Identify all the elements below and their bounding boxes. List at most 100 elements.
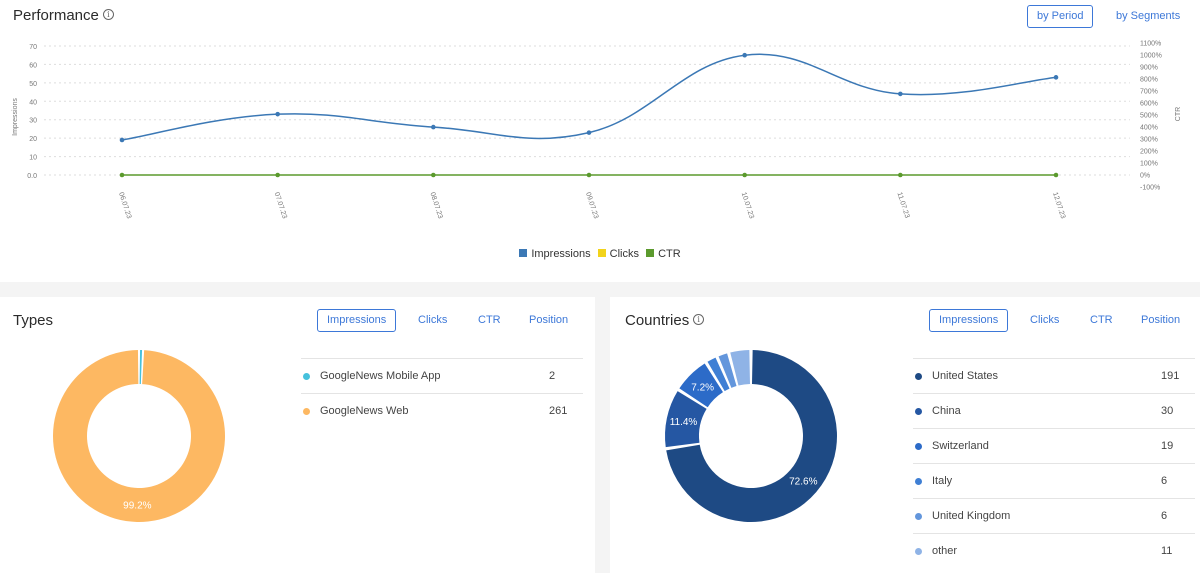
legend-clicks[interactable]: Clicks [597, 248, 640, 260]
legend-dot-icon [915, 373, 922, 380]
performance-title: Performance i [13, 7, 114, 24]
svg-text:60: 60 [29, 62, 37, 69]
item-name: Switzerland [932, 440, 989, 452]
donut-slice[interactable] [666, 350, 837, 522]
by-segments-button[interactable]: by Segments [1106, 5, 1191, 28]
list-item[interactable]: Switzerland 19 [913, 428, 1195, 463]
item-name: Italy [932, 475, 953, 487]
svg-text:11.4%: 11.4% [670, 417, 698, 428]
legend-label: Clicks [609, 248, 640, 260]
legend-dot-icon [303, 408, 310, 415]
donut-slice[interactable] [53, 350, 225, 522]
info-circle-icon[interactable]: i [102, 9, 114, 20]
countries-panel: Countries i Impressions Clicks CTR Positi… [610, 297, 1200, 573]
list-item[interactable]: GoogleNews Mobile App 2 [301, 358, 583, 393]
list-item[interactable]: China 30 [913, 393, 1195, 428]
item-name: GoogleNews Mobile App [320, 370, 441, 382]
types-tab-position[interactable]: Position [519, 309, 579, 332]
svg-text:08.07.23: 08.07.23 [428, 191, 443, 219]
svg-text:CTR: CTR [1175, 107, 1182, 121]
list-item[interactable]: other 11 [913, 533, 1195, 568]
performance-panel: Performance i by Period by Segments 0.0 10… [0, 0, 1200, 282]
item-name: GoogleNews Web [320, 405, 409, 417]
item-name: United Kingdom [932, 510, 1011, 522]
types-tab-ctr[interactable]: CTR [468, 309, 511, 332]
countries-tab-ctr[interactable]: CTR [1080, 309, 1123, 332]
svg-text:700%: 700% [1140, 89, 1158, 96]
item-value: 2 [549, 370, 556, 382]
performance-title-text: Performance [13, 7, 99, 24]
item-value: 191 [1161, 370, 1180, 382]
donut-slice[interactable] [718, 353, 737, 388]
svg-text:10.07.23: 10.07.23 [740, 191, 755, 219]
item-value: 19 [1161, 440, 1174, 452]
svg-text:30: 30 [29, 118, 37, 125]
svg-text:09.07.23: 09.07.23 [584, 191, 599, 219]
donut-slice[interactable] [679, 363, 723, 408]
item-name: other [932, 545, 958, 557]
list-item[interactable]: United States 191 [913, 358, 1195, 393]
legend-label: Impressions [531, 248, 591, 260]
item-value: 11 [1161, 545, 1173, 557]
svg-text:72.6%: 72.6% [789, 477, 817, 488]
chart-legend: Impressions Clicks CTR [0, 248, 1200, 260]
svg-text:20: 20 [29, 136, 37, 143]
svg-text:12.07.23: 12.07.23 [1051, 191, 1066, 219]
countries-title: Countries i [625, 312, 705, 329]
svg-text:800%: 800% [1140, 77, 1158, 84]
types-title: Types [13, 312, 54, 329]
types-panel: Types Impressions Clicks CTR Position 99… [0, 297, 595, 573]
svg-text:0%: 0% [1140, 173, 1150, 180]
countries-title-text: Countries [625, 312, 690, 329]
legend-dot-icon [915, 513, 922, 520]
item-name: United States [932, 370, 999, 382]
types-tab-clicks[interactable]: Clicks [408, 309, 458, 332]
legend-swatch-icon [597, 249, 606, 257]
svg-text:1100%: 1100% [1140, 41, 1161, 48]
legend-ctr[interactable]: CTR [646, 248, 681, 260]
legend-impressions[interactable]: Impressions [519, 248, 591, 260]
list-item[interactable]: GoogleNews Web 261 [301, 393, 583, 428]
countries-tab-position[interactable]: Position [1131, 309, 1191, 332]
info-circle-icon[interactable]: i [693, 314, 705, 325]
types-tab-impressions[interactable]: Impressions [317, 309, 397, 332]
svg-text:-100%: -100% [1140, 185, 1160, 192]
svg-text:500%: 500% [1140, 113, 1158, 120]
svg-text:11.07.23: 11.07.23 [895, 191, 910, 219]
svg-text:10: 10 [29, 155, 37, 162]
svg-text:07.07.23: 07.07.23 [273, 191, 288, 219]
svg-text:06.07.23: 06.07.23 [117, 191, 132, 219]
legend-dot-icon [915, 548, 922, 555]
item-value: 6 [1161, 510, 1168, 522]
svg-text:40: 40 [29, 99, 37, 106]
countries-tab-impressions[interactable]: Impressions [929, 309, 1009, 332]
svg-text:0.0: 0.0 [27, 173, 37, 180]
legend-label: CTR [658, 248, 681, 260]
legend-dot-icon [915, 443, 922, 450]
performance-line-chart: 0.0 10 20 30 40 50 60 70 -100% 0% 100% 200% 300% 400%… [12, 41, 1182, 220]
list-item[interactable]: United Kingdom 6 [913, 498, 1195, 533]
by-period-button[interactable]: by Period [1027, 5, 1094, 28]
svg-text:Impressions: Impressions [12, 98, 19, 136]
svg-text:900%: 900% [1140, 65, 1158, 72]
donut-slice[interactable] [139, 350, 143, 385]
svg-text:300%: 300% [1140, 137, 1158, 144]
donut-slice[interactable] [665, 391, 707, 448]
donut-slice[interactable] [730, 350, 751, 386]
svg-text:200%: 200% [1140, 149, 1158, 156]
types-donut-chart: 99.2% [53, 350, 225, 522]
list-item[interactable]: Italy 6 [913, 463, 1195, 498]
svg-text:100%: 100% [1140, 161, 1158, 168]
countries-tab-clicks[interactable]: Clicks [1020, 309, 1070, 332]
countries-list: United States 191 China 30 Switzerland 19 Ital… [913, 358, 1195, 568]
svg-text:1000%: 1000% [1140, 53, 1162, 60]
legend-swatch-icon [646, 249, 655, 257]
donut-slice[interactable] [707, 357, 730, 392]
legend-swatch-icon [519, 249, 528, 257]
types-list: GoogleNews Mobile App 2 GoogleNews Web 261 [301, 358, 583, 428]
legend-dot-icon [915, 478, 922, 485]
svg-text:7.2%: 7.2% [691, 382, 714, 393]
item-value: 6 [1161, 475, 1168, 487]
svg-text:99.2%: 99.2% [123, 500, 151, 511]
item-value: 30 [1161, 405, 1174, 417]
